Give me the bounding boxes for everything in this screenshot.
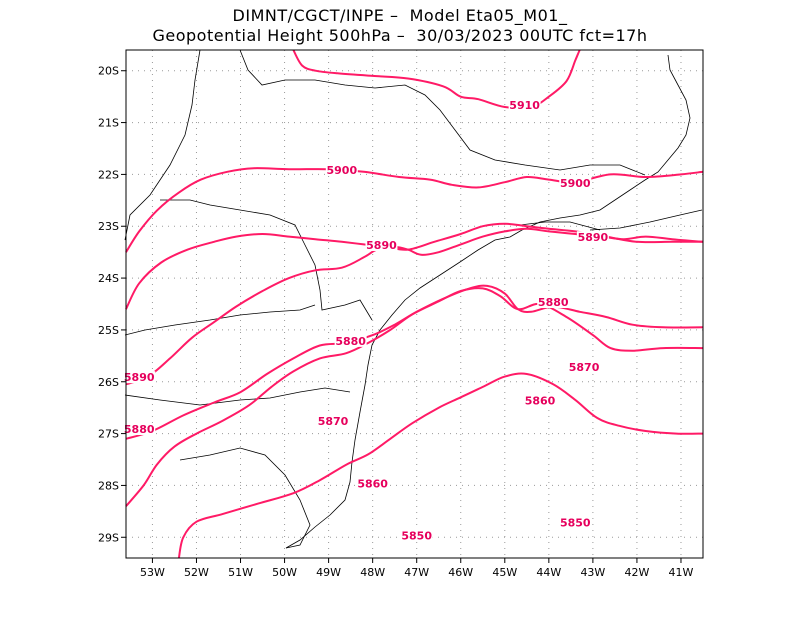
chart-title-line2: Geopotential Height 500hPa – 30/03/2023 … xyxy=(152,26,648,45)
lon-tick-label: 47W xyxy=(404,566,429,579)
contour-label: 5860 xyxy=(525,394,556,407)
contour-5850 xyxy=(177,372,704,559)
contour-label-bg xyxy=(400,529,433,542)
contour-label-bg xyxy=(508,99,541,112)
contour-label: 5900 xyxy=(327,164,358,177)
contour-label-bg xyxy=(123,423,156,435)
contour-label: 5860 xyxy=(357,477,388,490)
contour-5900 xyxy=(125,167,704,253)
contour-label-bg xyxy=(576,231,609,244)
contour-label-bg xyxy=(123,371,156,384)
contour-label-bg xyxy=(559,176,592,189)
lat-tick-label: 21S xyxy=(98,117,119,130)
lat-tick-label: 25S xyxy=(98,324,119,337)
contour-5910 xyxy=(292,49,581,110)
lon-tick-label: 43W xyxy=(580,566,605,579)
contour-5880 xyxy=(125,227,704,386)
contour-label-bg xyxy=(317,415,350,428)
grid-lines xyxy=(126,50,703,558)
contour-label-bg xyxy=(524,394,557,407)
contour-label-bg xyxy=(537,296,570,308)
contour-label: 5910 xyxy=(509,99,540,112)
lat-tick-label: 20S xyxy=(98,65,119,78)
contour-5870 xyxy=(125,284,704,440)
contour-label: 5890 xyxy=(578,231,609,244)
contour-label: 5880 xyxy=(335,335,366,348)
coastline-and-borders xyxy=(124,49,703,549)
contour-label-bg xyxy=(559,516,592,529)
map-frame xyxy=(125,49,704,559)
contour-label-bg xyxy=(568,360,601,373)
contour-5890 xyxy=(125,222,703,310)
lat-tick-label: 28S xyxy=(98,479,119,492)
contour-label: 5890 xyxy=(366,239,397,252)
contour-5860 xyxy=(125,287,704,507)
lon-tick-label: 51W xyxy=(228,566,253,579)
contour-label-bg xyxy=(325,163,358,176)
lat-tick-label: 23S xyxy=(98,220,119,233)
contour-label: 5880 xyxy=(538,296,569,309)
lon-tick-label: 50W xyxy=(272,566,297,579)
lon-tick-label: 42W xyxy=(624,566,649,579)
contour-label: 5890 xyxy=(124,371,155,384)
contour-labels: 5910 5900 5900 5890 5890 5890 5880 5880 5880 5870… xyxy=(123,99,609,542)
contour-label: 5870 xyxy=(569,361,600,374)
axis-ticks: 53W 52W 51W 50W 49W 48W 47W 46W 45W 44W 43W 42W 41W 2… xyxy=(98,65,694,579)
contour-label: 5850 xyxy=(560,516,591,529)
lon-tick-label: 41W xyxy=(669,566,694,579)
lon-tick-label: 44W xyxy=(536,566,561,579)
chart-title-line1: DIMNT/CGCT/INPE – Model Eta05_M01_ xyxy=(232,6,568,25)
lat-tick-label: 24S xyxy=(98,272,119,285)
contour-label-bg xyxy=(356,477,389,490)
lon-tick-label: 53W xyxy=(140,566,165,579)
lon-tick-label: 52W xyxy=(184,566,209,579)
contour-label: 5870 xyxy=(318,415,349,428)
lon-tick-label: 46W xyxy=(448,566,473,579)
lat-tick-label: 22S xyxy=(98,168,119,181)
contour-label: 5880 xyxy=(124,423,155,436)
contour-label: 5900 xyxy=(560,177,591,190)
lon-tick-label: 45W xyxy=(492,566,517,579)
contour-label-bg xyxy=(365,238,398,251)
lon-tick-label: 49W xyxy=(316,566,341,579)
contour-label-bg xyxy=(334,334,367,347)
contour-label: 5850 xyxy=(401,529,432,542)
contour-lines xyxy=(125,49,704,559)
lon-tick-label: 48W xyxy=(360,566,385,579)
lat-tick-label: 26S xyxy=(98,376,119,389)
lat-tick-label: 27S xyxy=(98,428,119,441)
lat-tick-label: 29S xyxy=(98,531,119,544)
